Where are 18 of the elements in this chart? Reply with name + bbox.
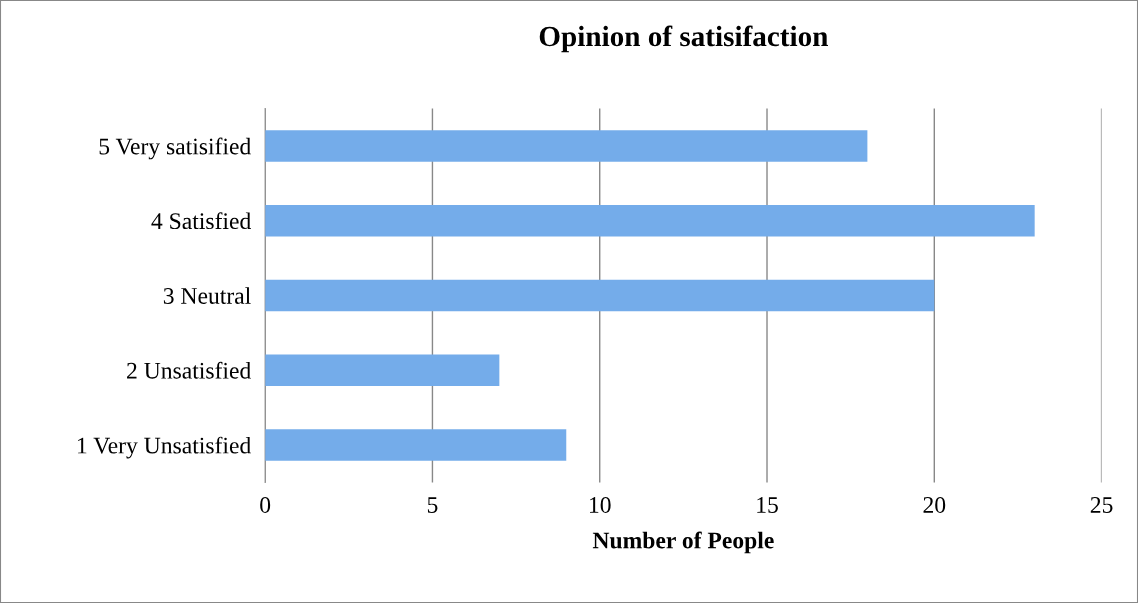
x-axis-title: Number of People	[592, 531, 774, 554]
x-tick-label: 5	[427, 497, 438, 513]
bar	[265, 205, 1035, 237]
chart-title: Opinion of satisifaction	[539, 25, 828, 53]
x-tick-label: 15	[757, 497, 778, 513]
y-tick-label: 3 Neutral	[163, 287, 251, 304]
x-tick-label: 0	[260, 496, 271, 513]
bar	[265, 130, 868, 162]
y-tick-label: 1 Very Unsatisfied	[78, 436, 251, 459]
x-tick-label: 10	[590, 496, 611, 513]
bar	[265, 429, 567, 461]
x-tick-label: 20	[923, 496, 946, 513]
bar	[265, 279, 935, 312]
y-tick-label: 5 Very satisified	[99, 137, 251, 160]
y-tick-label: 2 Unsatisfied	[127, 361, 251, 379]
x-tick-label: 25	[1090, 497, 1113, 513]
y-tick-label: 4 Satisfied	[151, 212, 251, 230]
bar	[265, 354, 500, 386]
